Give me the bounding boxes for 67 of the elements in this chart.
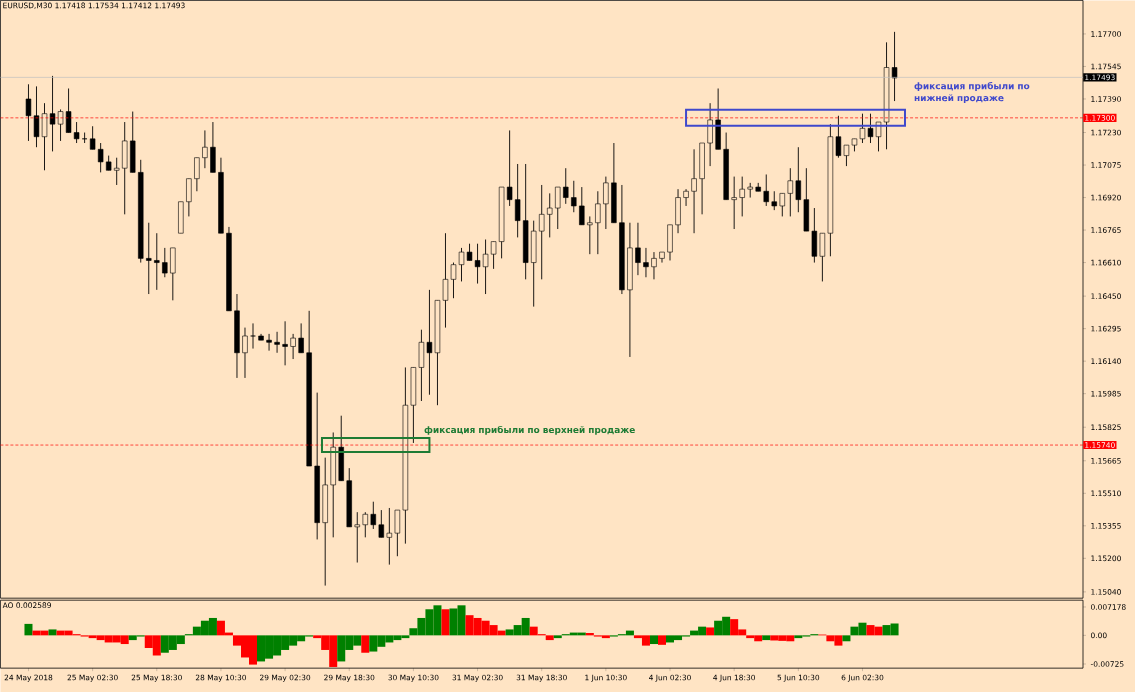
candlestick [819, 232, 826, 282]
candlestick [146, 222, 152, 295]
candlestick [282, 320, 288, 366]
candlestick [89, 125, 96, 150]
bar [553, 635, 562, 639]
candlestick [186, 178, 192, 217]
candlestick [370, 501, 377, 530]
candlestick [603, 176, 609, 230]
candlestick [266, 333, 272, 352]
bar [842, 635, 851, 642]
candlestick [250, 322, 256, 349]
candlestick [539, 184, 545, 280]
bar [649, 635, 658, 644]
candlestick [579, 186, 585, 226]
bar [441, 609, 450, 636]
candlestick [394, 509, 401, 557]
candlestick [651, 251, 657, 280]
bar [657, 635, 667, 645]
candlestick [154, 232, 160, 291]
candlestick [426, 289, 433, 396]
candlestick [298, 322, 304, 354]
candlestick [843, 144, 850, 167]
candlestick [555, 186, 561, 230]
bar [545, 635, 554, 641]
candlestick [571, 180, 577, 213]
candlestick [113, 157, 120, 186]
candlestick [194, 157, 200, 192]
bar [706, 627, 715, 636]
candlestick [683, 188, 689, 207]
candlestick [290, 333, 296, 360]
candlestick [779, 192, 785, 217]
annotation: фиксация прибыли по нижней продаже [914, 82, 1030, 103]
candlestick [795, 146, 802, 213]
candlestick [739, 176, 745, 217]
candlestick [514, 163, 521, 238]
candlestick [242, 327, 248, 379]
candlestick [73, 121, 80, 144]
candlestick [835, 115, 842, 159]
candlestick [771, 190, 777, 211]
candlestick [707, 102, 713, 167]
bar [24, 623, 33, 636]
candlestick [378, 509, 385, 538]
annotation: фиксация прибыли по верхней продаже [424, 425, 635, 435]
candlestick [787, 167, 794, 217]
candlestick [587, 215, 593, 255]
candlestick [691, 148, 697, 234]
candlestick [65, 87, 72, 133]
candlestick [274, 331, 280, 354]
candlestick [490, 241, 497, 270]
candlestick [643, 247, 649, 278]
candlestick [547, 192, 553, 238]
bar [361, 635, 370, 653]
candlestick [386, 507, 393, 565]
candlestick [506, 129, 513, 207]
candlestick [482, 238, 489, 295]
candlestick [97, 142, 104, 173]
candlestick [763, 173, 769, 207]
candlestick [563, 167, 569, 205]
bar [48, 629, 57, 636]
bar [762, 635, 771, 641]
candlestick [731, 176, 737, 230]
candlestick [354, 511, 360, 563]
candlestick [595, 190, 601, 255]
candlestick [635, 222, 641, 276]
candlestick [202, 129, 208, 169]
candlestick [162, 247, 168, 278]
candlestick [362, 511, 368, 538]
